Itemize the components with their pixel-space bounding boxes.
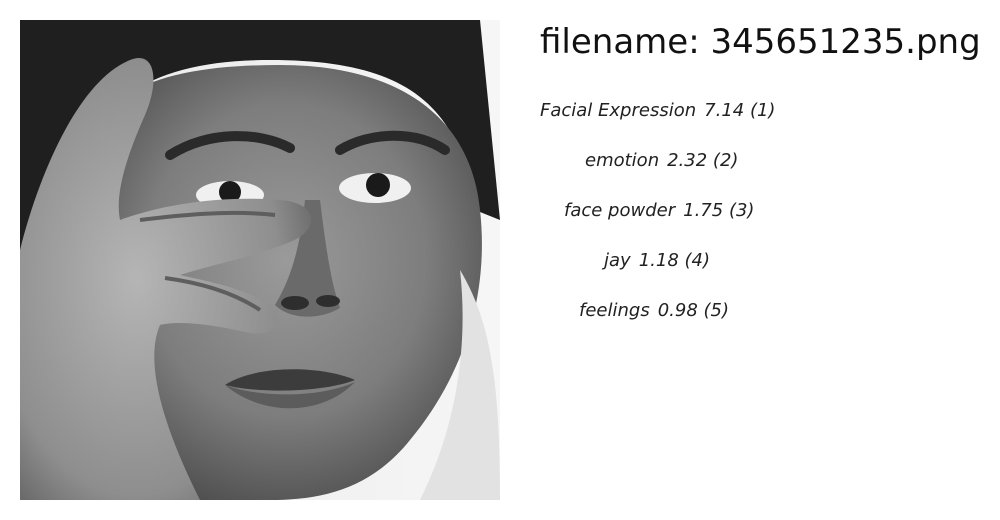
label-name: face powder: [564, 200, 676, 221]
label-rank: (1): [749, 100, 776, 121]
label-item: Facial Expression 7.14 (1): [540, 100, 775, 122]
label-score: 1.18: [638, 250, 679, 271]
label-rank: (3): [728, 200, 755, 221]
label-score: 7.14: [704, 100, 745, 121]
filename-value: 345651235.png: [710, 22, 981, 62]
label-name: jay: [604, 250, 631, 271]
label-name: Facial Expression: [540, 100, 697, 121]
label-item: feelings 0.98 (5): [579, 300, 729, 322]
filename-prefix: filename:: [540, 22, 711, 62]
filename-heading: filename: 345651235.png: [540, 22, 981, 63]
label-name: feelings: [579, 300, 650, 321]
label-item: face powder 1.75 (3): [564, 200, 754, 222]
label-rank: (5): [703, 300, 730, 321]
label-score: 1.75: [683, 200, 724, 221]
label-item: emotion 2.32 (2): [585, 150, 738, 172]
label-score: 2.32: [667, 150, 708, 171]
label-item: jay 1.18 (4): [604, 250, 710, 272]
label-score: 0.98: [657, 300, 698, 321]
face-photo: [20, 20, 500, 500]
face-photo-graphic: [20, 20, 500, 500]
label-rank: (4): [684, 250, 711, 271]
label-rank: (2): [712, 150, 739, 171]
label-name: emotion: [585, 150, 660, 171]
